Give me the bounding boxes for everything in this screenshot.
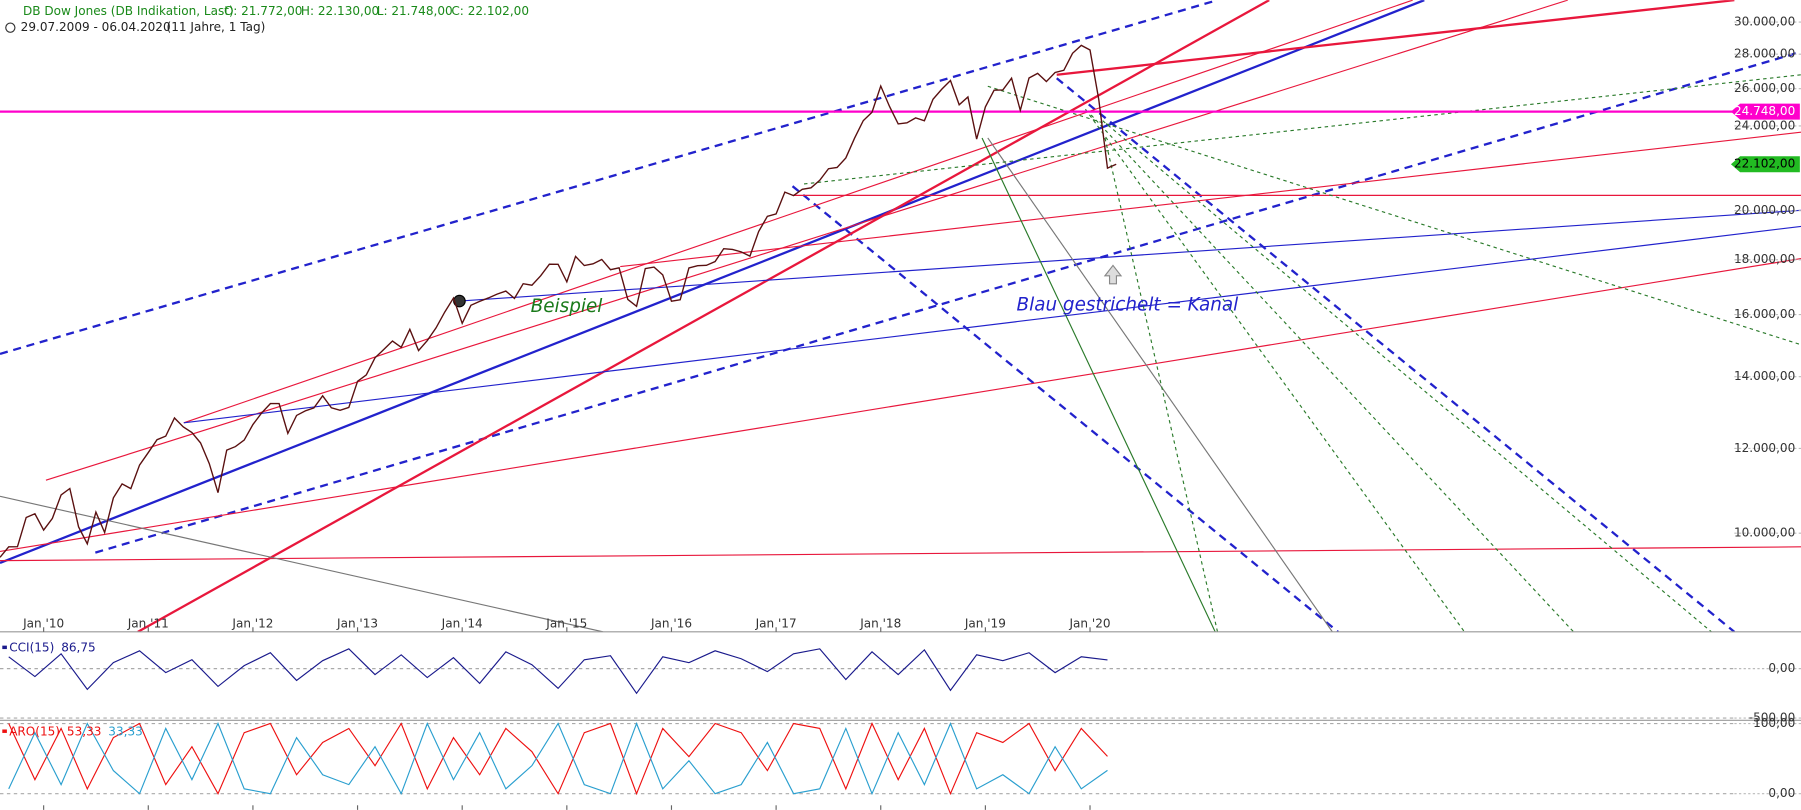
panel: 10.000,00 12.000,00 14.000,00 16.000,00 18.0… bbox=[0, 15, 1801, 810]
trend-line bbox=[45, 0, 1569, 481]
x-tick-label: Jan '10 bbox=[22, 616, 64, 630]
x-tick-label: Jan '17 bbox=[755, 616, 797, 630]
legend-value: 53,33 bbox=[67, 724, 102, 738]
y-tick-label: 0,00 bbox=[1768, 786, 1795, 800]
series-line bbox=[8, 722, 1108, 796]
title: DB Dow Jones (DB Indikation, Last) bbox=[23, 4, 234, 18]
x-tick-label: Jan '11 bbox=[127, 616, 169, 630]
trend-line bbox=[1104, 137, 1219, 632]
y-tick-label: 0,00 bbox=[1768, 661, 1795, 675]
trend-line bbox=[987, 85, 1801, 346]
trend-line bbox=[183, 0, 1413, 424]
series-line bbox=[8, 721, 1108, 796]
price-badge bbox=[1730, 156, 1800, 173]
trend-line bbox=[0, 0, 1425, 565]
arrow-icon bbox=[1103, 264, 1123, 285]
y-tick-label: 10.000,00 bbox=[1734, 526, 1795, 540]
y-tick-label: 16.000,00 bbox=[1734, 307, 1795, 321]
clock-icon bbox=[5, 22, 16, 33]
trend-line bbox=[459, 209, 1801, 302]
x-tick-label: Jan '12 bbox=[231, 616, 273, 630]
trend-line bbox=[183, 225, 1801, 424]
price-badge bbox=[1730, 103, 1800, 120]
period: (11 Jahre, 1 Tag) bbox=[167, 20, 266, 34]
x-tick-label: Jan '18 bbox=[859, 616, 901, 630]
y-tick-label: 20.000,00 bbox=[1734, 203, 1795, 217]
trend-line bbox=[1084, 108, 1465, 632]
y-tick-label: 18.000,00 bbox=[1734, 252, 1795, 266]
y-tick-label: 24.000,00 bbox=[1734, 118, 1795, 132]
trend-line bbox=[803, 74, 1801, 185]
quote: O: 21.772,00 bbox=[224, 4, 302, 18]
trend-line bbox=[0, 0, 1218, 355]
series-line bbox=[8, 648, 1108, 695]
quote: C: 22.102,00 bbox=[451, 4, 529, 18]
price-badge-label: 24.748,00 bbox=[1734, 104, 1795, 118]
trend-line bbox=[0, 546, 1801, 562]
trend-line bbox=[95, 50, 1801, 554]
annotation: Beispiel bbox=[531, 296, 604, 317]
legend-value: 86,75 bbox=[61, 640, 95, 654]
trend-line bbox=[620, 131, 1801, 268]
trend-line bbox=[0, 257, 1801, 553]
legend-value: 33,33 bbox=[108, 724, 143, 738]
legend-swatch bbox=[2, 645, 7, 650]
annotation: Blau gestrichelt = Kanal bbox=[1017, 295, 1240, 316]
legend-name: ARO(15) bbox=[9, 724, 60, 738]
price-badge-label: 22.102,00 bbox=[1734, 157, 1795, 171]
quote: L: 21.748,00 bbox=[377, 4, 453, 18]
trend-line bbox=[1102, 120, 1712, 632]
y-tick-label: 30.000,00 bbox=[1734, 15, 1795, 29]
y-tick-label: 28.000,00 bbox=[1734, 47, 1795, 61]
marker bbox=[453, 294, 466, 308]
trend-line bbox=[987, 137, 1333, 632]
x-tick-label: Jan '19 bbox=[964, 616, 1006, 630]
legend-name: CCI(15) bbox=[9, 640, 54, 654]
y-tick-label: 26.000,00 bbox=[1734, 81, 1795, 95]
panel: 0,00 100,00 ARO(15) 53,33 33,33 bbox=[0, 716, 1801, 800]
x-tick-label: Jan '15 bbox=[545, 616, 587, 630]
trend-line bbox=[1090, 114, 1574, 632]
quote: H: 22.130,00 bbox=[301, 4, 379, 18]
x-tick-label: Jan '20 bbox=[1068, 616, 1110, 630]
trend-lines bbox=[0, 0, 1801, 632]
y-tick-label: -500,00 bbox=[1749, 711, 1795, 725]
trend-line bbox=[1056, 0, 1735, 76]
x-tick-label: Jan '16 bbox=[650, 616, 692, 630]
y-tick-label: 12.000,00 bbox=[1734, 441, 1795, 455]
trend-line bbox=[0, 495, 604, 632]
trend-line bbox=[1055, 77, 1736, 632]
trend-line bbox=[791, 185, 1339, 632]
x-tick-label: Jan '13 bbox=[336, 616, 378, 630]
legend-swatch bbox=[2, 729, 7, 733]
trend-line bbox=[981, 137, 1216, 632]
y-tick-label: 14.000,00 bbox=[1734, 369, 1795, 383]
series-line bbox=[0, 44, 1117, 558]
y-tick-label: 100,00 bbox=[1753, 716, 1795, 730]
trend-line bbox=[137, 0, 1270, 632]
subtitle: 29.07.2009 - 06.04.2020 bbox=[21, 20, 171, 34]
x-tick-label: Jan '14 bbox=[441, 616, 483, 630]
panel: 0,00 -500,00 CCI(15) 86,75 bbox=[0, 640, 1801, 725]
